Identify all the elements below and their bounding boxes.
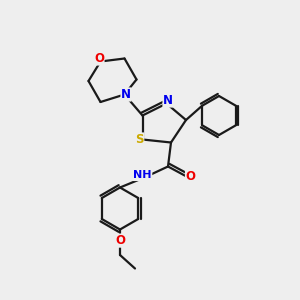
Text: S: S <box>135 133 144 146</box>
Text: O: O <box>94 52 104 65</box>
Text: O: O <box>115 234 125 247</box>
Text: N: N <box>121 88 131 101</box>
Text: O: O <box>185 170 196 184</box>
Text: N: N <box>163 94 173 107</box>
Text: NH: NH <box>133 170 152 181</box>
